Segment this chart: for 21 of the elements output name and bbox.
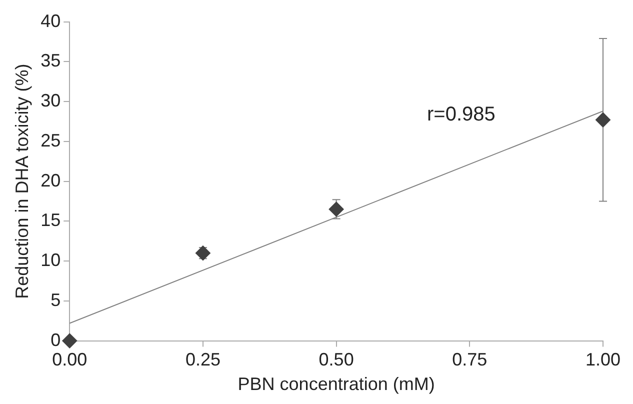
point — [596, 112, 610, 128]
y-tick-label: 20 — [40, 170, 61, 190]
x-tick-label: 0.75 — [452, 350, 488, 370]
annotation: r=0.985 — [426, 104, 496, 126]
y-tick-label: 25 — [40, 130, 61, 150]
x-tick-label: 1.00 — [585, 350, 621, 370]
x-tick-label: 0.25 — [185, 350, 220, 370]
point — [195, 246, 210, 261]
x-axis-title: PBN concentration (mM) — [238, 374, 435, 394]
point — [328, 202, 344, 217]
y-tick-label: 0 — [50, 330, 61, 350]
y-tick-label: 40 — [40, 10, 61, 31]
y-axis-title: Reduction in DHA toxicity (%) — [12, 64, 32, 299]
point — [62, 333, 78, 348]
y-tick-label: 15 — [40, 210, 61, 230]
y-tick-label: 10 — [40, 250, 61, 270]
y-tick-label: 30 — [40, 90, 61, 111]
x-tick-label: 0.00 — [52, 350, 88, 370]
y-tick-label: 35 — [40, 50, 61, 71]
x-tick-label: 0.50 — [318, 350, 354, 370]
y-tick-label: 5 — [50, 290, 61, 310]
